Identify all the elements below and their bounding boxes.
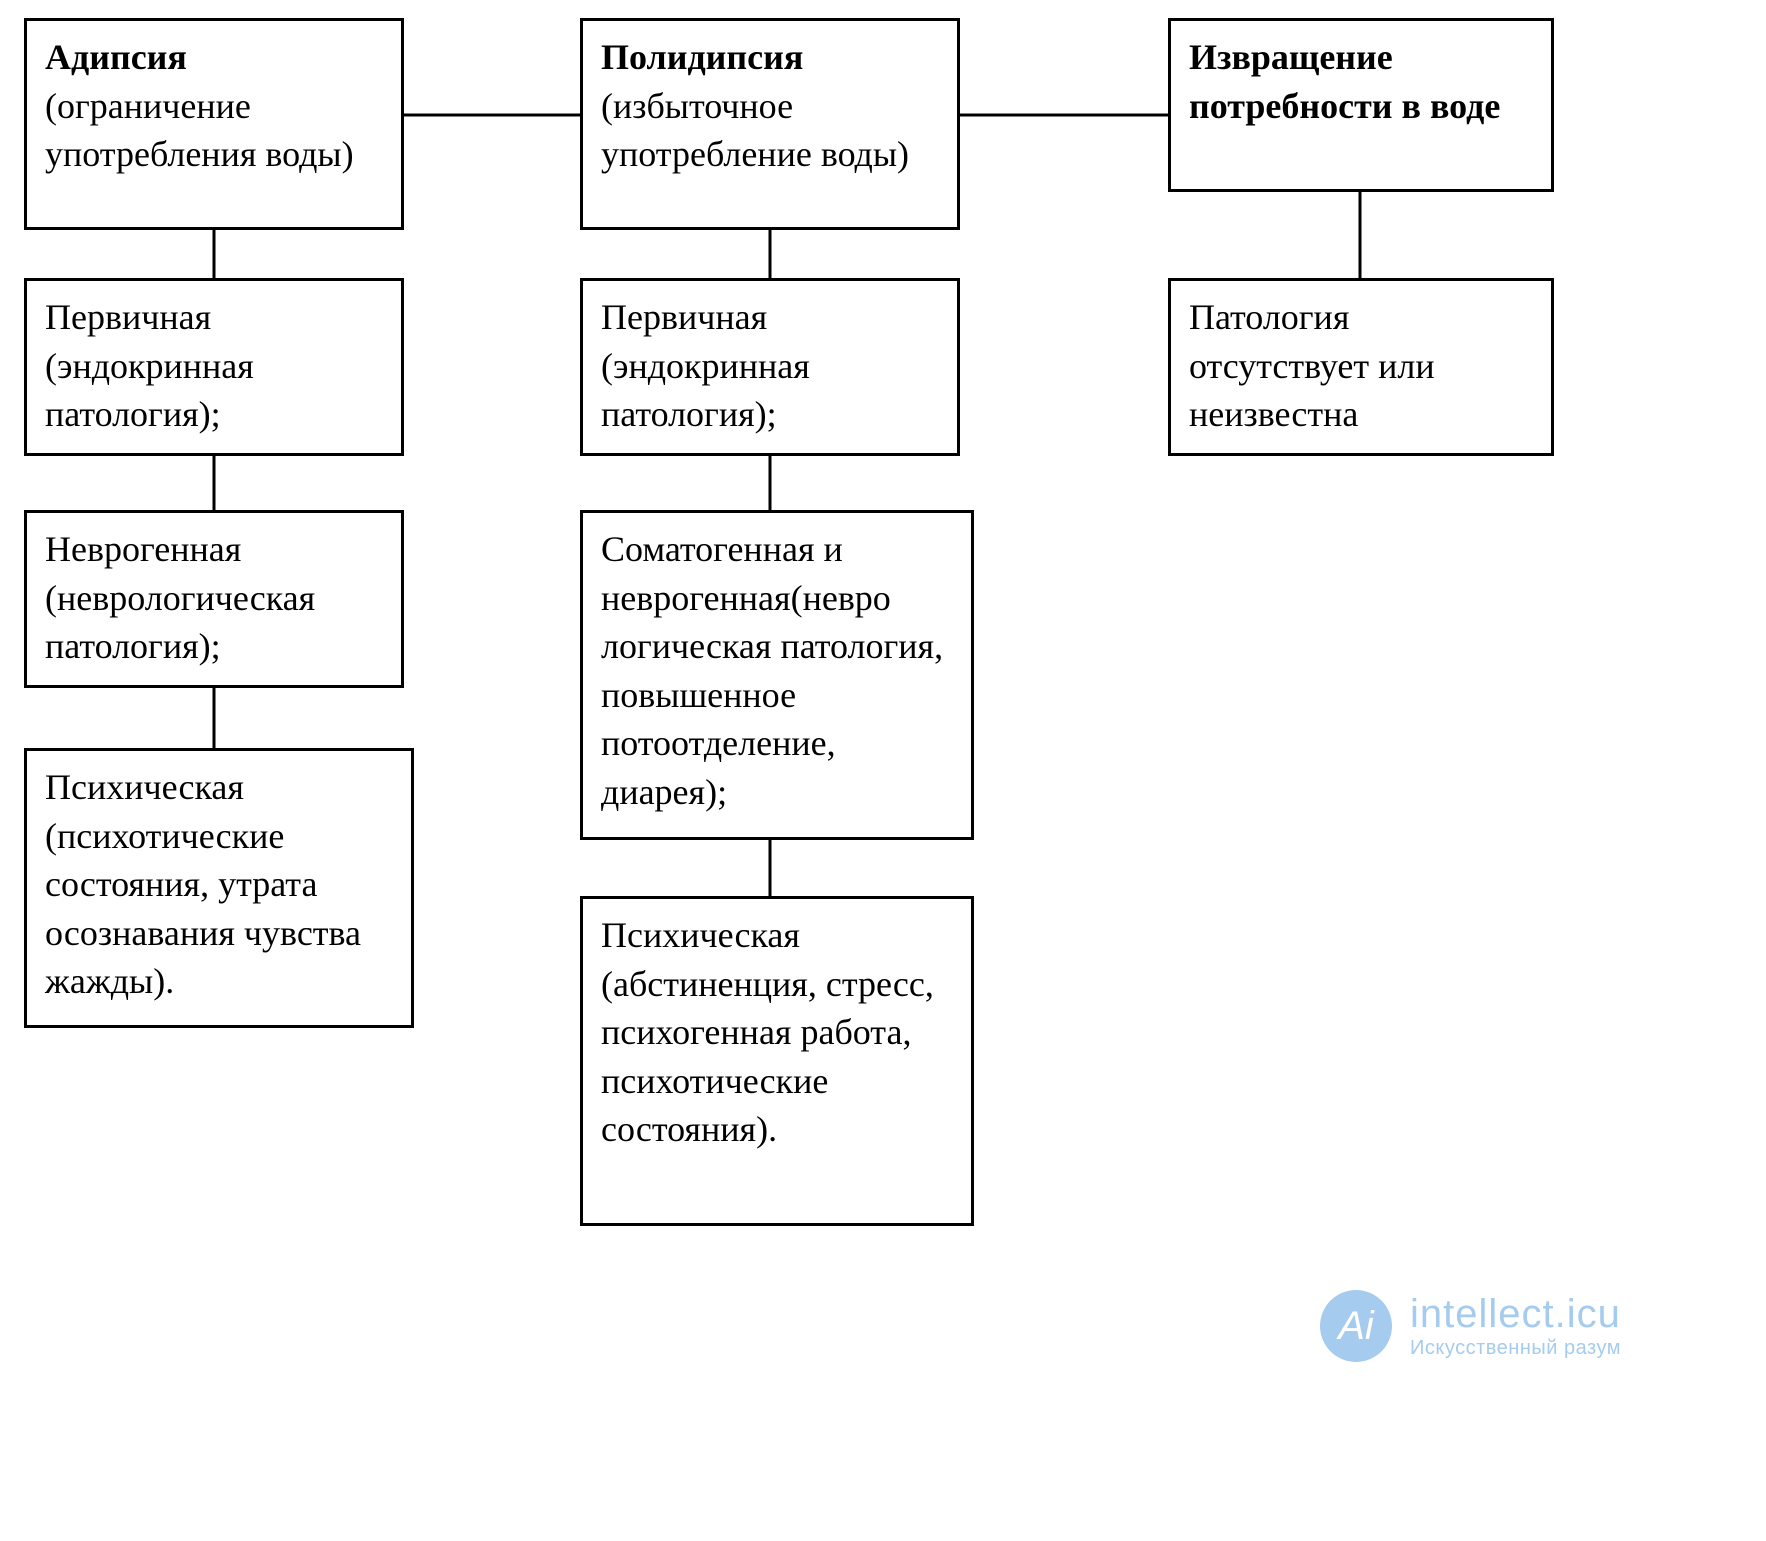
node-polydipsia: Полидипсия (избыточное употребление воды…: [580, 18, 960, 230]
node-desc: (избыточное употребление воды): [601, 86, 909, 175]
node-title: Извращение потребности в воде: [1189, 37, 1500, 126]
watermark-logo-letter: Ai: [1338, 1304, 1374, 1349]
node-adipsia-psychic: Психическая (психотические состояния, ут…: [24, 748, 414, 1028]
node-text: Психическая (абстиненция, стресс, психог…: [601, 915, 934, 1149]
node-text: Патология отсутствует или неизвестна: [1189, 297, 1435, 434]
node-desc: (ограничение употребления воды): [45, 86, 354, 175]
flowchart-diagram: Адипсия (ограничение употребления воды) …: [0, 0, 1766, 1541]
node-title: Адипсия: [45, 37, 187, 77]
node-text: Соматогенная и неврогенная(невро логичес…: [601, 529, 943, 812]
node-adipsia: Адипсия (ограничение употребления воды): [24, 18, 404, 230]
node-polydipsia-somatogenic: Соматогенная и неврогенная(невро логичес…: [580, 510, 974, 840]
node-polydipsia-primary: Первичная (эндокринная патология);: [580, 278, 960, 456]
watermark: Ai intellect.icu Искусственный разум: [1320, 1290, 1621, 1362]
node-adipsia-neurogenic: Неврогенная (неврологическая патология);: [24, 510, 404, 688]
node-perversion-pathology: Патология отсутствует или неизвестна: [1168, 278, 1554, 456]
node-title: Полидипсия: [601, 37, 803, 77]
node-adipsia-primary: Первичная (эндокринная патология);: [24, 278, 404, 456]
node-text: Психическая (психотические состояния, ут…: [45, 767, 361, 1001]
node-polydipsia-psychic: Психическая (абстиненция, стресс, психог…: [580, 896, 974, 1226]
watermark-tagline: Искусственный разум: [1410, 1337, 1621, 1360]
node-text: Первичная (эндокринная патология);: [45, 297, 254, 434]
node-text: Первичная (эндокринная патология);: [601, 297, 810, 434]
watermark-brand: intellect.icu: [1410, 1292, 1621, 1337]
watermark-logo-icon: Ai: [1320, 1290, 1392, 1362]
node-perversion: Извращение потребности в воде: [1168, 18, 1554, 192]
node-text: Неврогенная (неврологическая патология);: [45, 529, 315, 666]
